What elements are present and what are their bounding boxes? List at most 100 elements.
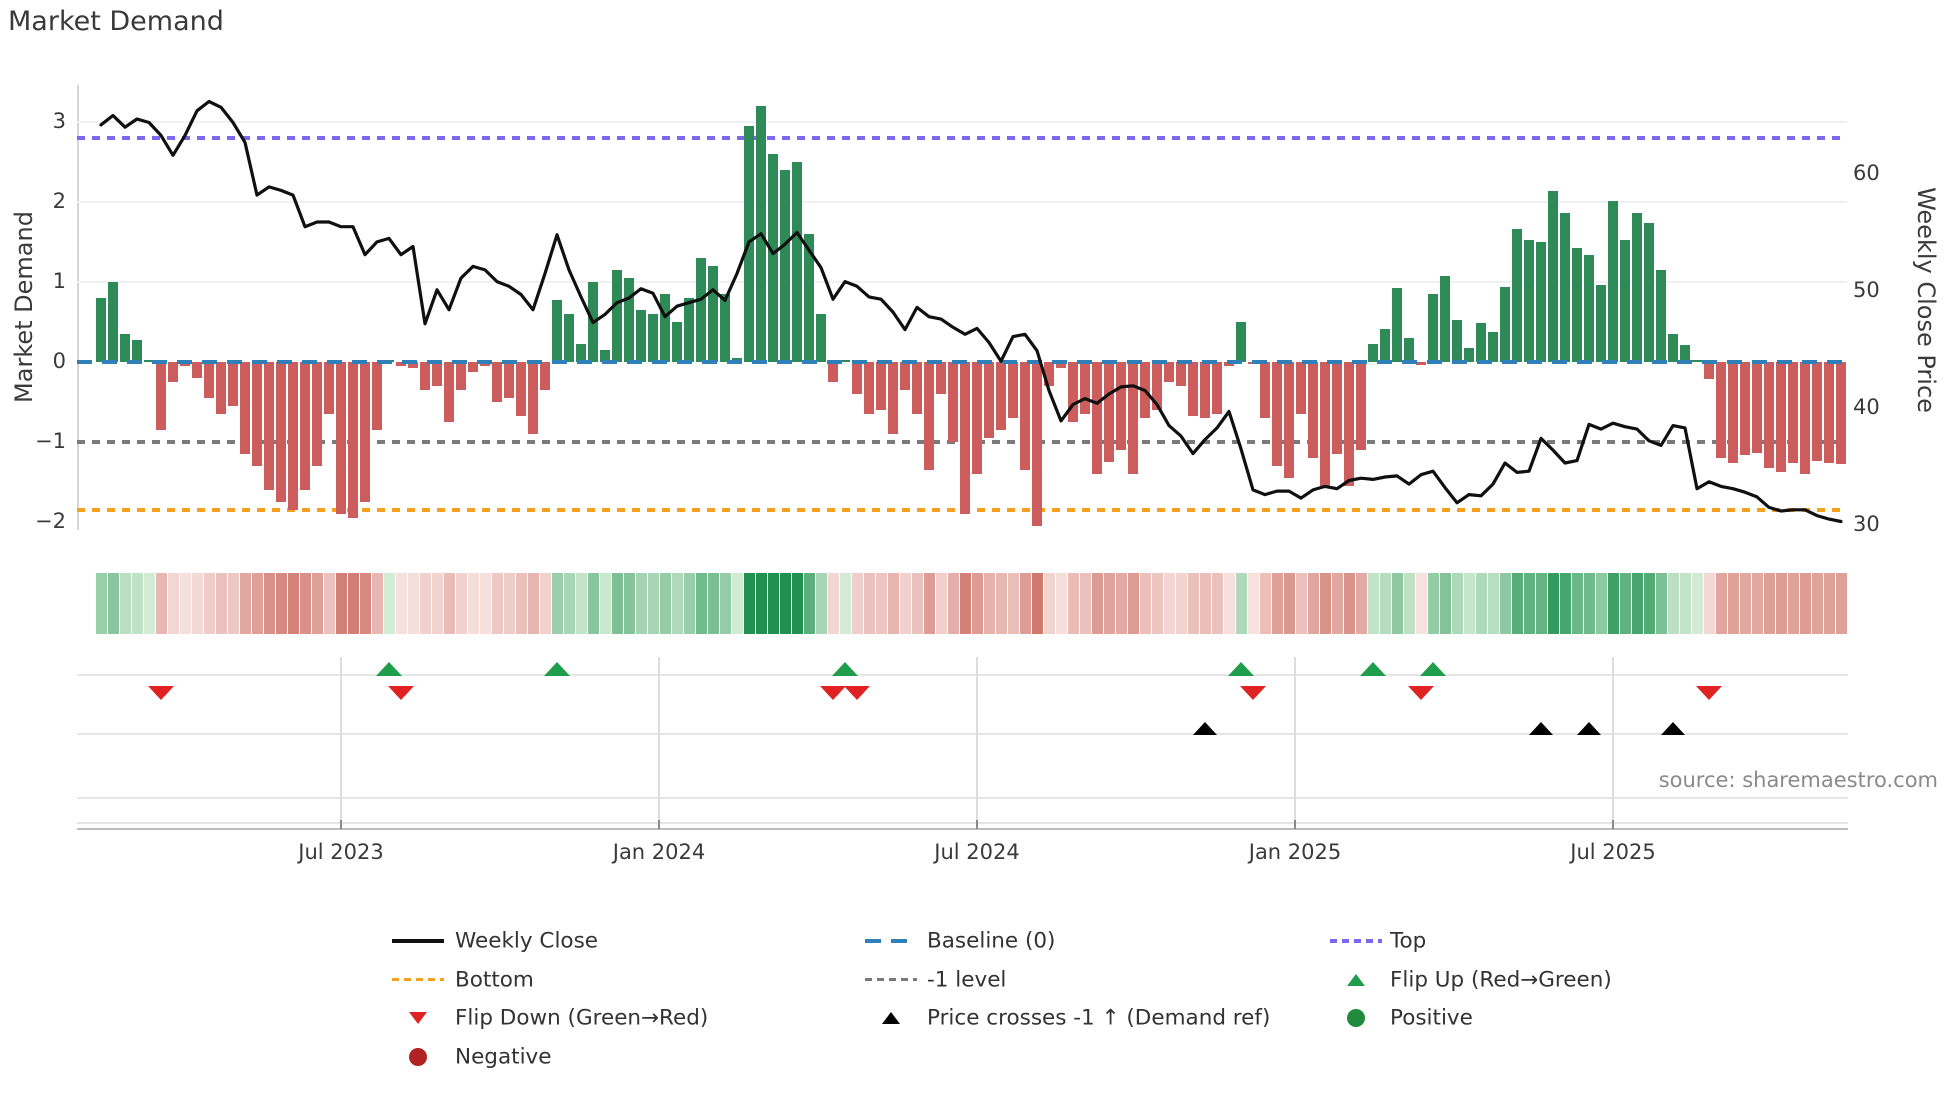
demand-bar-positive (624, 278, 634, 362)
heat-cell (431, 573, 443, 634)
heat-cell (323, 573, 335, 634)
demand-bar-positive (636, 310, 646, 362)
demand-bar-positive (1488, 331, 1498, 362)
row-gridline (77, 797, 1848, 799)
heat-cell (167, 573, 179, 634)
demand-bar-positive (816, 314, 826, 362)
demand-bar-negative (1212, 362, 1222, 414)
demand-bar-positive (1620, 239, 1630, 362)
demand-bar-negative (204, 362, 214, 398)
demand-bar-negative (1284, 362, 1294, 478)
demand-bar-positive (696, 258, 706, 362)
heat-cell (1703, 573, 1715, 634)
left-axis-tick: 1 (52, 269, 66, 293)
heat-cell (1607, 573, 1619, 634)
top-reference-line (77, 136, 1847, 140)
demand-bar-negative (1356, 362, 1366, 450)
demand-bar-negative (900, 362, 910, 390)
heat-cell (1367, 573, 1379, 634)
heat-cell (287, 573, 299, 634)
demand-bar-negative (228, 362, 238, 406)
demand-bar-positive (780, 170, 790, 362)
heat-cell (1523, 573, 1535, 634)
signal-marker-zone (0, 640, 1960, 870)
demand-bar-negative (924, 362, 934, 470)
heat-cell (1403, 573, 1415, 634)
demand-bar-negative (432, 362, 442, 386)
column-gridline (340, 657, 342, 828)
demand-heatmap-strip (77, 573, 1847, 634)
demand-bar-negative (348, 362, 358, 518)
heat-cell (1499, 573, 1511, 634)
heat-cell (239, 573, 251, 634)
heat-cell (1115, 573, 1127, 634)
row-gridline (77, 733, 1848, 735)
heat-cell (347, 573, 359, 634)
demand-bar-negative (1752, 362, 1762, 454)
demand-bar-negative (1116, 362, 1126, 450)
demand-bar-positive (1524, 239, 1534, 362)
demand-bar-negative (1224, 362, 1234, 366)
x-axis-tick-label: Jul 2025 (1570, 840, 1656, 864)
demand-bar-positive (768, 154, 778, 362)
flip-down-marker (844, 686, 870, 700)
demand-bar-positive (1572, 247, 1582, 362)
heat-cell (1175, 573, 1187, 634)
triangle-up-icon (881, 1012, 900, 1024)
demand-bar-positive (720, 294, 730, 362)
demand-bar-negative (1716, 362, 1726, 458)
demand-bar-positive (1500, 286, 1510, 362)
heat-cell (491, 573, 503, 634)
flip-down-marker (1696, 686, 1722, 700)
demand-bar-negative (1344, 362, 1354, 486)
x-axis-tickmark (1294, 820, 1296, 829)
demand-bar-positive (108, 282, 118, 362)
right-axis-tick: 50 (1853, 278, 1880, 302)
heat-cell (383, 573, 395, 634)
demand-bar-positive (1548, 190, 1558, 362)
demand-bar-negative (1776, 362, 1786, 473)
heat-cell (971, 573, 983, 634)
demand-bar-negative (1056, 362, 1066, 369)
heat-cell (1463, 573, 1475, 634)
legend-label-minus-1-level: -1 level (927, 967, 1007, 992)
legend-label-top: Top (1390, 928, 1427, 954)
heat-cell (623, 573, 635, 634)
demand-bar-negative (996, 362, 1006, 430)
x-axis-tick-label: Jul 2023 (298, 840, 384, 864)
flip-up-marker (1420, 662, 1446, 676)
demand-bar-negative (1020, 362, 1030, 470)
x-axis-tickmark (1612, 820, 1614, 829)
demand-bar-positive (792, 162, 802, 362)
demand-bar-negative (468, 362, 478, 372)
main-chart-panel (77, 85, 1847, 530)
demand-bar-negative (360, 362, 370, 502)
heat-cell (1247, 573, 1259, 634)
heat-cell (467, 573, 479, 634)
heat-cell (1427, 573, 1439, 634)
row-gridline (77, 822, 1848, 824)
weekly-close-price-line (99, 99, 1843, 524)
heat-cell (1223, 573, 1235, 634)
heat-cell (1475, 573, 1487, 634)
column-gridline (976, 657, 978, 828)
heat-cell (527, 573, 539, 634)
heat-cell (1715, 573, 1727, 634)
demand-bar-negative (408, 362, 418, 369)
demand-bar-negative (516, 362, 526, 417)
heat-cell (275, 573, 287, 634)
heat-cell (1583, 573, 1595, 634)
demand-bar-negative (276, 362, 286, 502)
heat-cell (1487, 573, 1499, 634)
demand-bar-negative (1836, 362, 1846, 465)
heat-cell (803, 573, 815, 634)
demand-bar-negative (444, 362, 454, 422)
demand-bar-negative (1128, 362, 1138, 474)
heat-cell (575, 573, 587, 634)
demand-bar-positive (1512, 229, 1522, 362)
circle-icon (1347, 1009, 1365, 1027)
demand-bar-negative (1320, 362, 1330, 486)
heat-cell (731, 573, 743, 634)
heat-cell (599, 573, 611, 634)
